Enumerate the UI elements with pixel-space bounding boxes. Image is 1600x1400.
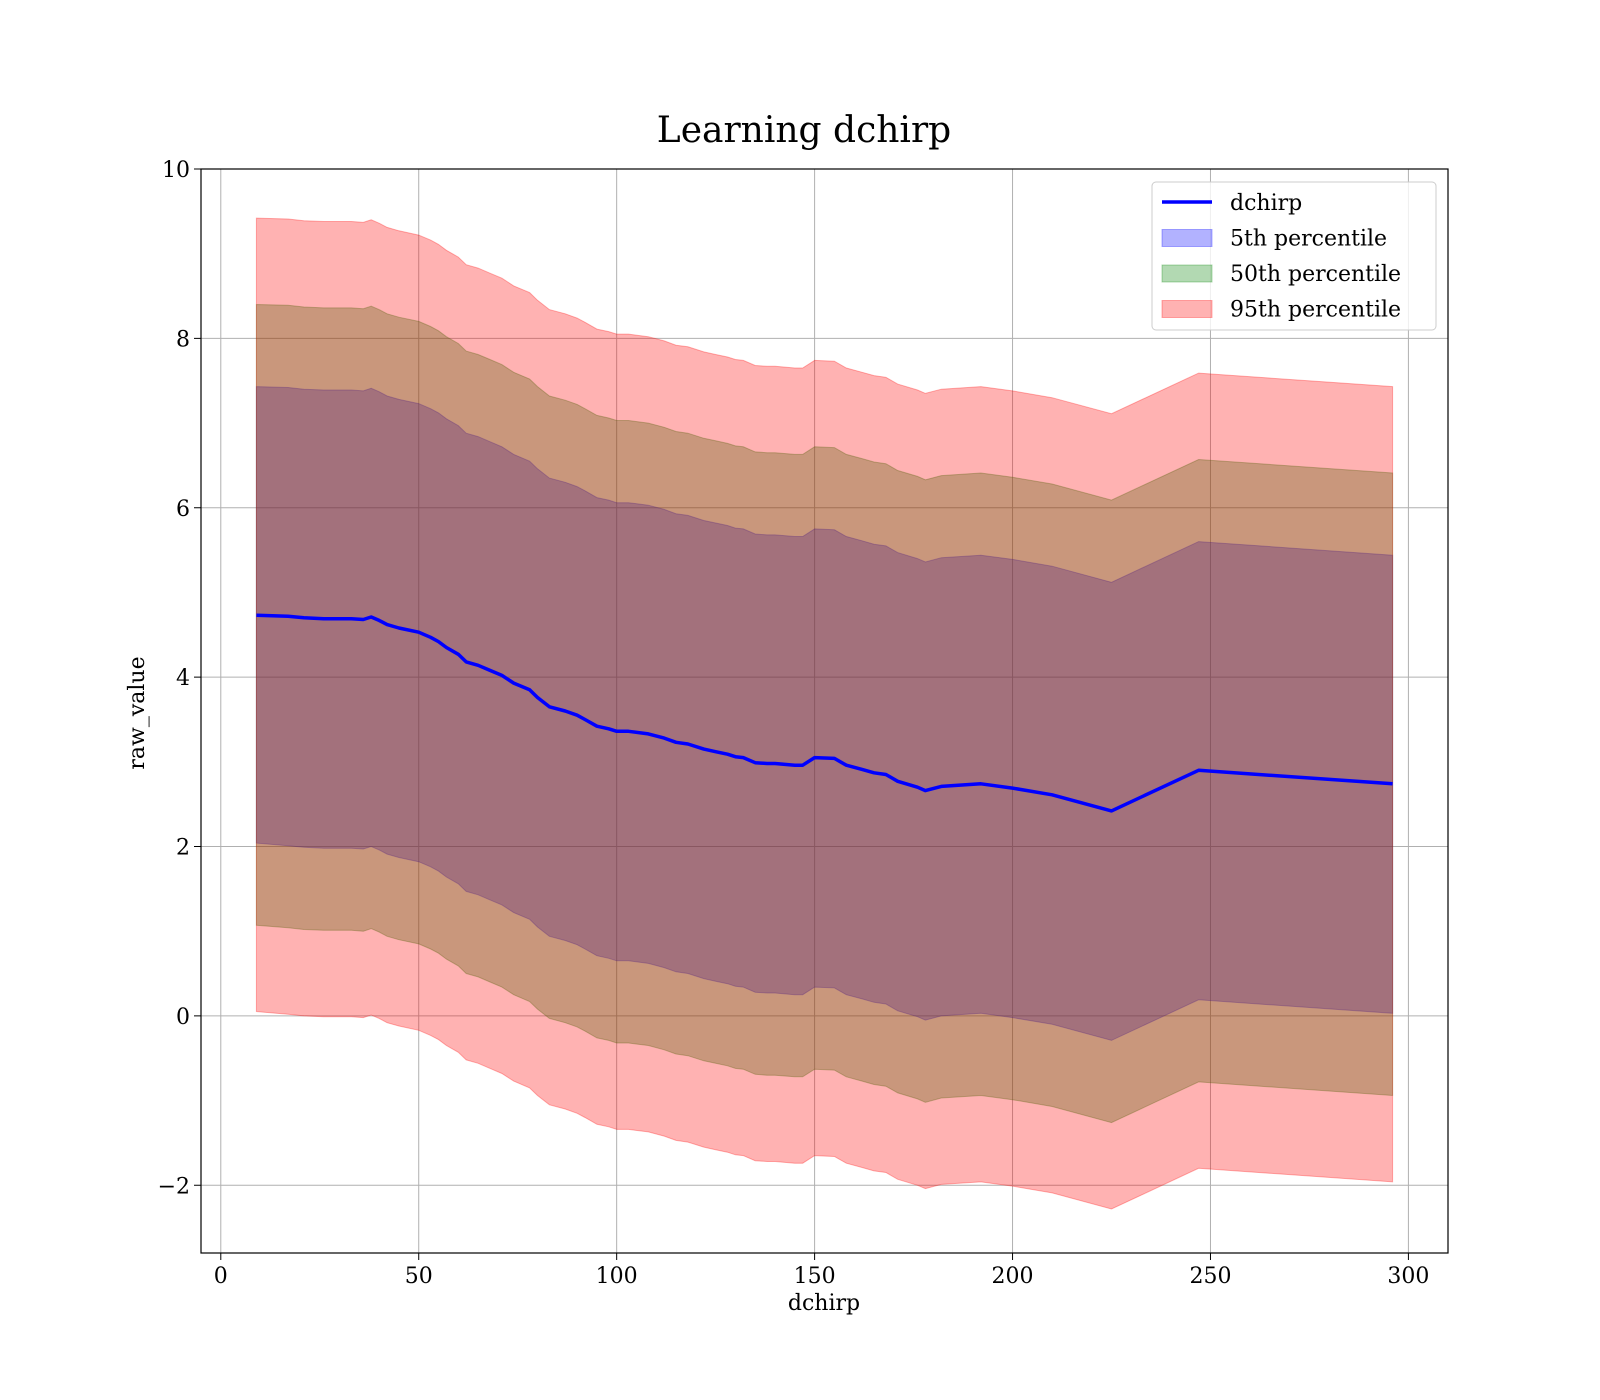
legend-label: 5th percentile	[1230, 227, 1387, 252]
legend-swatch	[1161, 300, 1213, 318]
x-tick-label: 300	[1387, 1264, 1429, 1289]
y-tick-label: 6	[176, 497, 190, 522]
x-tick-label: 150	[794, 1264, 836, 1289]
y-tick-label: 0	[176, 1005, 190, 1030]
legend-swatch	[1161, 229, 1213, 247]
series-line-dchirp	[256, 613, 1393, 813]
bands	[255, 217, 1394, 1210]
legend-swatch	[1161, 264, 1213, 283]
ticks: 0 50 100 150 200 250 300 −2 0 2 4 6 8 10	[158, 158, 1430, 1289]
band-95th-percentile	[255, 217, 1394, 1210]
legend-box	[1151, 181, 1437, 331]
band-5th-percentile	[255, 386, 1394, 1041]
chart-title: Learning dchirp	[657, 110, 951, 151]
series-lines	[256, 613, 1393, 813]
legend-label: dchirp	[1230, 191, 1302, 216]
x-axis-label: dchirp	[788, 1291, 860, 1316]
x-tick-label: 250	[1189, 1264, 1231, 1289]
legend-label: 50th percentile	[1230, 262, 1401, 287]
x-tick-label: 50	[405, 1264, 433, 1289]
y-tick-label: 2	[176, 836, 190, 861]
y-axis-label: raw_value	[125, 656, 150, 769]
x-tick-label: 200	[992, 1264, 1034, 1289]
y-tick-label: 8	[176, 327, 190, 352]
legend: dchirp 5th percentile 50th percentile 95th …	[1151, 181, 1437, 331]
x-tick-label: 100	[596, 1264, 638, 1289]
y-tick-label: −2	[158, 1174, 190, 1199]
y-tick-label: 10	[162, 158, 190, 183]
x-tick-label: 0	[214, 1264, 228, 1289]
y-tick-label: 4	[176, 666, 190, 691]
plot-frame	[200, 168, 1449, 1254]
legend-label: 95th percentile	[1230, 298, 1401, 323]
band-50th-percentile	[255, 303, 1394, 1124]
